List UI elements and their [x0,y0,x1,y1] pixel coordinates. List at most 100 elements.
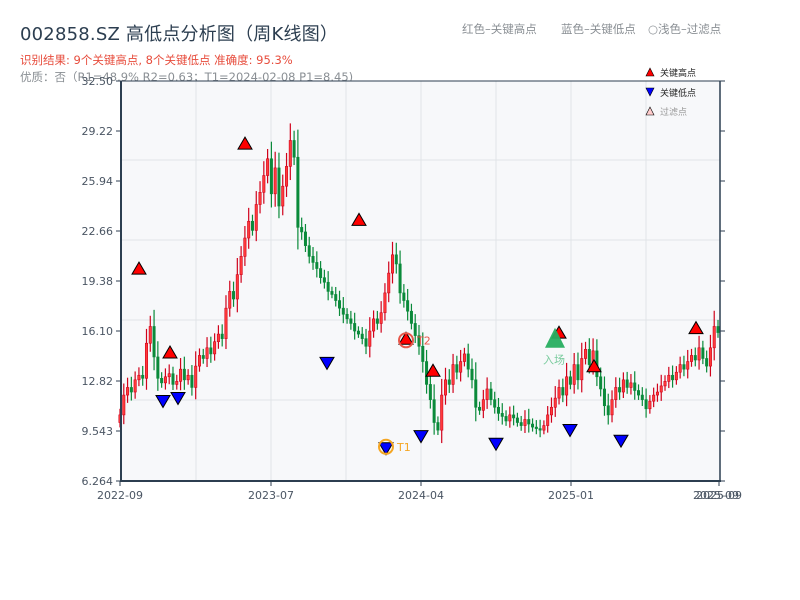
candle-body [459,361,463,373]
candle-body [451,364,455,385]
y-tick-label: 22.66 [82,225,114,238]
candle-body [266,158,270,176]
candle-body [557,387,561,399]
x-tick-label: 2022-09 [97,489,143,502]
y-tick-label: 25.94 [82,175,114,188]
key-low-marker [413,430,429,444]
candle-body [144,342,148,379]
t1-label: T1 [396,441,411,454]
candle-body [319,268,323,278]
candle-body [447,379,451,385]
candle-body [485,388,489,400]
candle-body [527,419,531,425]
candle-body [216,333,220,343]
candle-body [500,413,504,417]
candle-body [156,356,160,379]
candle-body [621,379,625,393]
candle-body [690,355,694,362]
candle-body [648,400,652,410]
candle-body [129,387,133,393]
legend-filtered-icon [645,106,655,116]
candle-body [209,347,213,355]
x-tick-label: 2024-04 [398,489,444,502]
candle-body [712,326,716,349]
t1-circle [378,438,394,455]
legend-low-icon [645,87,655,97]
candle-body [478,406,482,411]
y-tick-label: 16.10 [82,325,114,338]
y-tick-label: 29.22 [82,125,114,138]
candle-body [606,405,610,416]
candle-body [163,376,167,384]
candle-body [406,300,410,312]
page-title: 002858.SZ 高低点分析图（周K线图） [20,24,339,45]
result-summary: 识别结果: 9个关键高点, 8个关键低点 准确度: 95.3% [20,53,293,67]
candle-body [716,326,720,333]
candle-body [141,374,145,379]
candle-body [576,364,580,381]
candle-body [368,330,372,347]
candle-body [671,374,675,381]
candle-body [701,347,705,359]
candle-body [610,399,614,416]
candle-body [228,291,232,309]
y-tick-label: 19.38 [82,275,114,288]
candle-body [534,426,538,429]
candle-body [443,379,447,396]
candle-body [175,381,179,385]
entry-marker [545,327,565,348]
candle-body [602,388,606,407]
key-low-marker [488,437,504,452]
key-high-marker [131,261,147,275]
candle-body [682,364,686,370]
candle-body [307,245,311,257]
candle-body [455,364,459,373]
y-tick-label: 12.82 [82,375,114,388]
candle-body [197,355,201,367]
y-tick-label: 32.50 [82,75,114,88]
candle-body [580,358,584,381]
candle-body [398,263,402,294]
legend-high-label: 关键高点 [660,67,696,79]
y-tick-label: 9.543 [82,425,114,438]
candle-body [523,419,527,426]
candle-body [353,323,357,332]
candle-body [205,347,209,359]
key-low-marker [613,434,629,449]
candle-body [387,272,391,294]
candle-body [652,394,656,402]
candle-body [258,191,262,205]
candle-body [686,361,690,370]
x-tick-label: 2025-09 [696,489,742,502]
candle-body [417,335,421,347]
candle-body [637,390,641,396]
key-high-marker [586,358,602,373]
y-tick-label: 6.264 [82,475,114,488]
axes: 32.50 29.22 25.94 22.66 19.38 16.10 12.82 9.543… [82,75,742,502]
candle-body [148,326,152,344]
x-tick-label-overlap: 2025-09 [693,489,739,502]
candle-body [360,333,364,339]
key-high-marker [425,363,441,377]
candle-body [338,300,342,309]
candle-body [667,374,671,382]
candle-body [515,417,519,423]
candle-body [364,338,368,347]
x-tick-label: 2023-07 [248,489,294,502]
candle-body [334,294,338,301]
key-high-marker [398,331,414,345]
candle-body [326,281,330,292]
candle-body [512,414,516,419]
candle-body [481,399,485,411]
candle-body [179,368,183,382]
key-low-marker [155,395,171,409]
color-key-high: 红色–关键高点 [462,22,537,36]
candle-body [402,292,406,301]
candle-body [391,254,395,274]
key-high-marker [351,212,367,226]
candle-body [345,313,349,320]
t2-circle [398,332,414,349]
candle-body [186,374,190,381]
